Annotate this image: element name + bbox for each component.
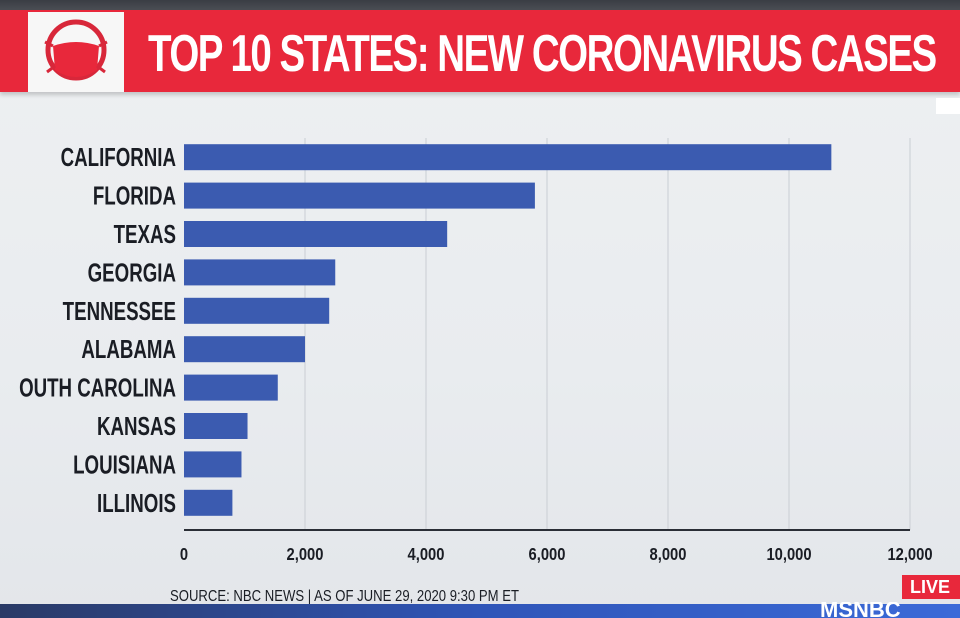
category-label: ILLINOIS	[97, 488, 176, 518]
category-label: ALABAMA	[81, 334, 176, 364]
bar-florida	[184, 183, 535, 209]
category-label: GEORGIA	[88, 257, 176, 287]
bar-tennessee	[184, 298, 329, 324]
bar-kansas	[184, 413, 248, 439]
category-label: KANSAS	[97, 411, 176, 441]
x-tick-label: 6,000	[529, 545, 566, 565]
bar-illinois	[184, 490, 232, 516]
category-label: TENNESSEE	[63, 296, 176, 326]
category-label: TEXAS	[114, 219, 176, 249]
category-label: CALIFORNIA	[61, 142, 176, 172]
network-strip	[0, 604, 960, 618]
network-logo: MSNBC	[820, 602, 901, 618]
live-badge: LIVE	[902, 575, 960, 599]
x-tick-label: 2,000	[287, 545, 324, 565]
bar-california	[184, 144, 831, 170]
x-tick-label: 12,000	[887, 545, 932, 565]
bar-louisiana	[184, 451, 241, 477]
category-label: LOUISIANA	[73, 449, 176, 479]
bar-alabama	[184, 336, 305, 362]
x-tick-label: 8,000	[650, 545, 687, 565]
bar-outh-carolina	[184, 375, 278, 401]
bar-georgia	[184, 259, 335, 285]
category-label: FLORIDA	[93, 180, 176, 210]
bar-texas	[184, 221, 447, 247]
category-label: OUTH CAROLINA	[19, 372, 176, 402]
x-tick-label: 10,000	[766, 545, 811, 565]
x-tick-label: 0	[180, 545, 188, 565]
x-tick-label: 4,000	[408, 545, 445, 565]
